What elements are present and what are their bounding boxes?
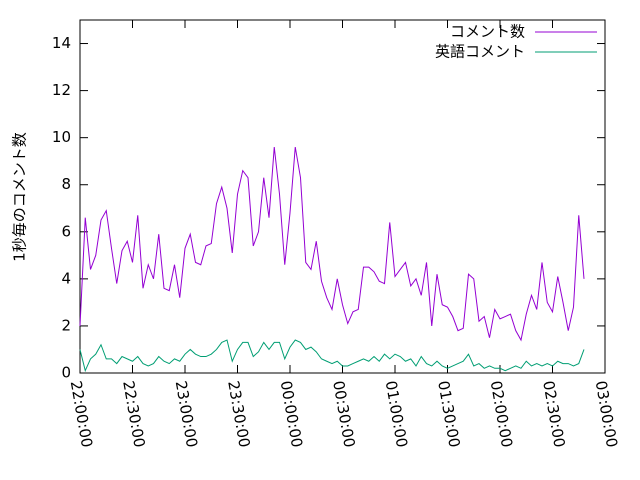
y-tick-label: 12 [52, 81, 71, 99]
y-tick-label: 8 [61, 175, 71, 193]
series-line [79, 339, 585, 373]
y-tick-label: 14 [52, 34, 71, 52]
x-tick-label: 23:00:00 [172, 379, 201, 448]
x-tick-label: 00:30:00 [329, 379, 358, 448]
y-tick-label: 0 [61, 364, 71, 382]
x-tick-label: 22:00:00 [67, 379, 96, 448]
x-tick-label: 23:30:00 [224, 379, 253, 448]
x-tick-label: 00:00:00 [277, 379, 306, 448]
y-tick-label: 10 [52, 128, 71, 146]
y-tick-label: 6 [61, 222, 71, 240]
x-tick-label: 22:30:00 [119, 379, 148, 448]
legend-label: 英語コメント [435, 43, 525, 61]
x-tick-label: 01:00:00 [382, 379, 411, 448]
legend-label: コメント数 [450, 23, 525, 41]
plot-border [79, 19, 606, 374]
x-tick-label: 02:30:00 [539, 379, 568, 448]
y-tick-label: 4 [61, 269, 71, 287]
series-line [79, 146, 585, 342]
x-tick-label: 01:30:00 [434, 379, 463, 448]
y-axis-label: 1秒毎のコメント数 [11, 132, 29, 262]
y-tick-label: 2 [61, 316, 71, 334]
x-tick-label: 02:00:00 [487, 379, 516, 448]
x-tick-label: 03:00:00 [592, 379, 621, 448]
